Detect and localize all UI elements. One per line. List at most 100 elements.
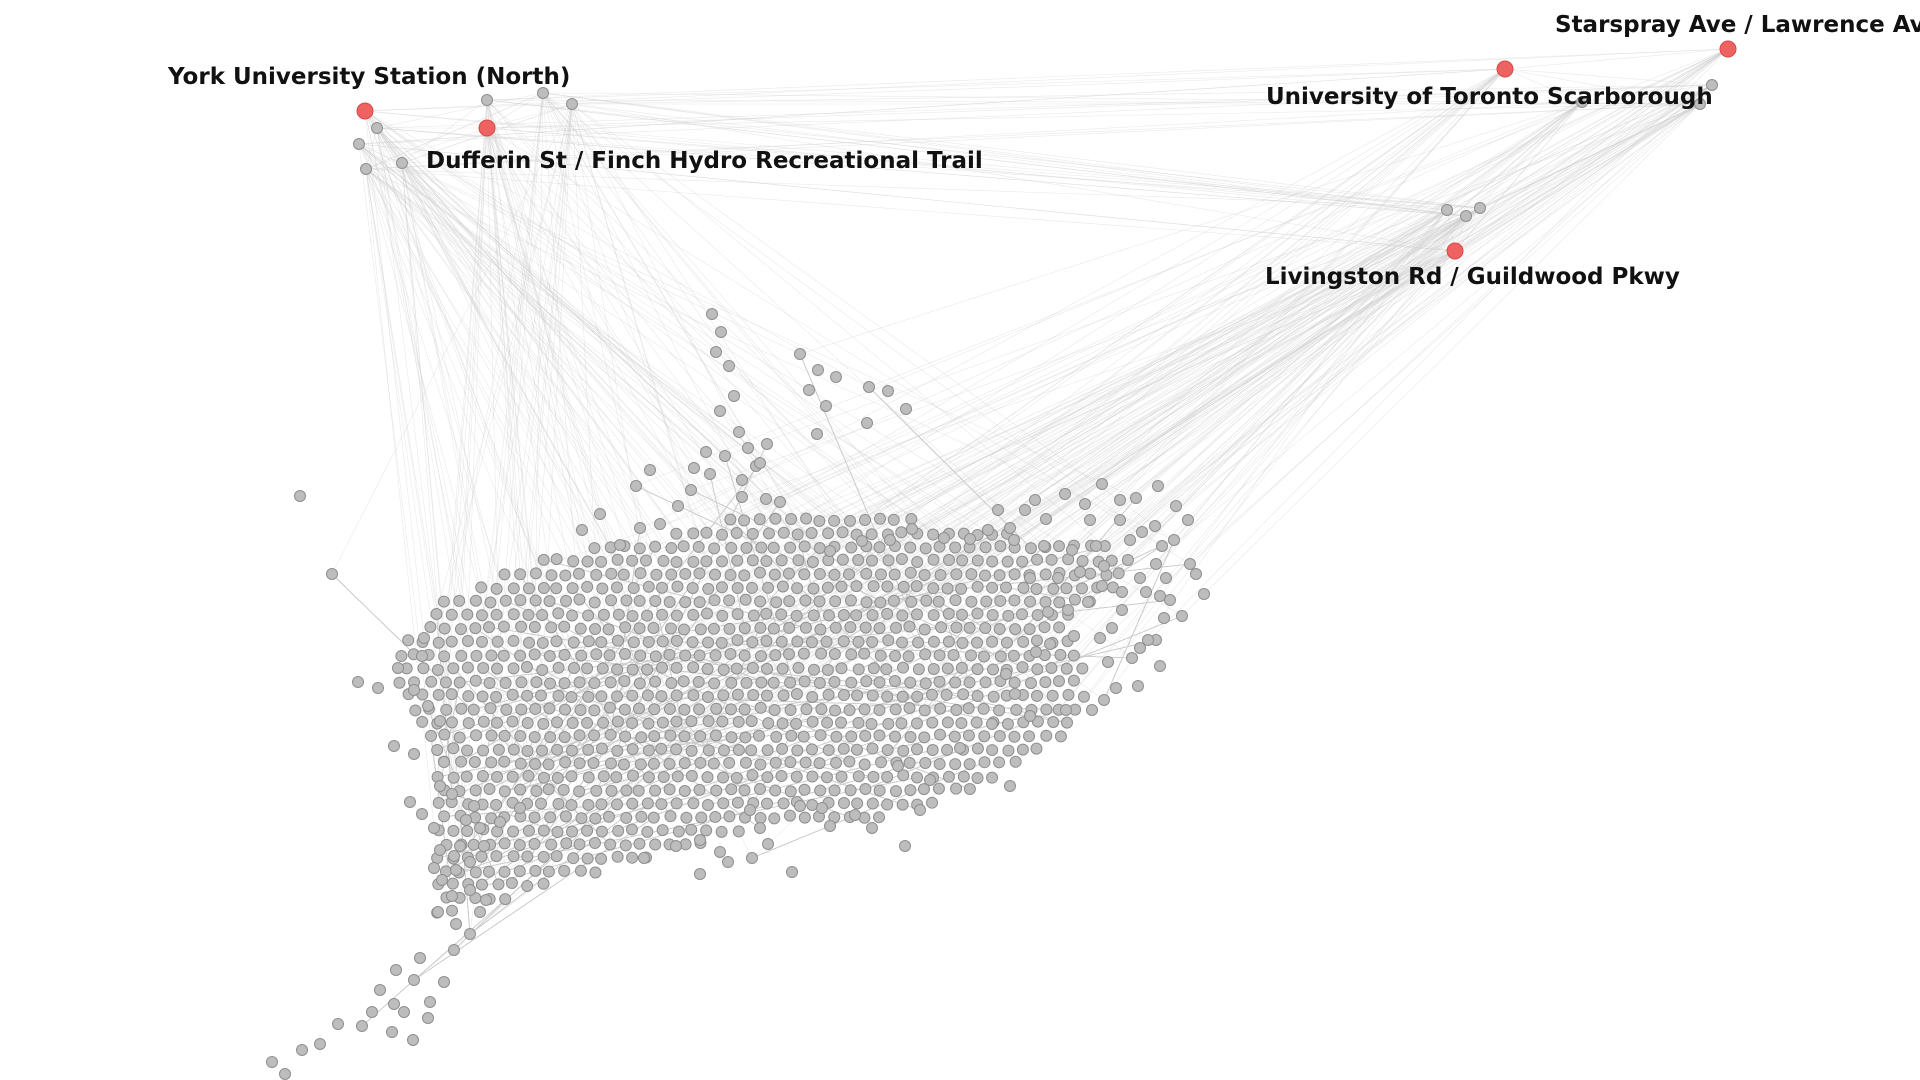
station-node[interactable] [746, 554, 759, 567]
station-node[interactable] [919, 542, 932, 555]
station-node[interactable] [702, 744, 715, 757]
station-node[interactable] [709, 810, 722, 823]
station-node[interactable] [746, 661, 759, 674]
station-node[interactable] [730, 662, 743, 675]
station-node[interactable] [670, 609, 683, 622]
station-node[interactable] [1039, 676, 1052, 689]
station-node[interactable] [723, 756, 736, 769]
station-node[interactable] [814, 729, 827, 742]
station-node[interactable] [828, 784, 841, 797]
station-node[interactable] [522, 582, 535, 595]
station-node[interactable] [866, 797, 879, 810]
station-node[interactable] [543, 595, 556, 608]
station-node[interactable] [649, 675, 662, 688]
station-node[interactable] [807, 582, 820, 595]
station-node[interactable] [899, 840, 911, 852]
station-node[interactable] [1076, 662, 1089, 675]
station-node[interactable] [543, 702, 556, 715]
station-node[interactable] [634, 522, 646, 534]
station-node[interactable] [573, 729, 586, 742]
station-node[interactable] [1094, 632, 1106, 644]
station-node[interactable] [767, 676, 780, 689]
station-node[interactable] [918, 731, 931, 744]
station-node[interactable] [567, 636, 580, 649]
station-node[interactable] [551, 825, 564, 838]
station-node[interactable] [860, 675, 873, 688]
station-node[interactable] [1030, 742, 1043, 755]
station-node[interactable] [1136, 526, 1148, 538]
station-node[interactable] [828, 675, 841, 688]
station-node[interactable] [461, 744, 474, 757]
station-node[interactable] [843, 568, 856, 581]
station-node[interactable] [574, 864, 587, 877]
station-node[interactable] [858, 758, 871, 771]
station-node[interactable] [715, 581, 728, 594]
station-node[interactable] [687, 797, 700, 810]
station-node[interactable] [371, 122, 383, 134]
station-node[interactable] [873, 541, 886, 554]
station-node[interactable] [432, 688, 445, 701]
station-node[interactable] [693, 649, 706, 662]
station-node[interactable] [965, 595, 978, 608]
station-node[interactable] [941, 743, 954, 756]
station-node[interactable] [507, 582, 520, 595]
station-node[interactable] [754, 811, 767, 824]
station-node[interactable] [545, 569, 558, 582]
station-node[interactable] [542, 865, 555, 878]
station-node[interactable] [762, 581, 775, 594]
station-node[interactable] [836, 553, 849, 566]
station-node[interactable] [498, 865, 511, 878]
station-node[interactable] [850, 609, 863, 622]
station-node[interactable] [507, 634, 520, 647]
station-node[interactable] [490, 582, 503, 595]
station-node[interactable] [852, 716, 865, 729]
station-node[interactable] [1077, 690, 1090, 703]
station-node[interactable] [469, 594, 482, 607]
station-node[interactable] [398, 1006, 410, 1018]
station-node[interactable] [866, 742, 879, 755]
station-node[interactable] [850, 743, 863, 756]
station-node[interactable] [717, 744, 730, 757]
station-node[interactable] [1074, 566, 1086, 578]
station-node[interactable] [695, 811, 708, 824]
station-node[interactable] [596, 662, 609, 675]
station-node[interactable] [852, 770, 865, 783]
station-node[interactable] [665, 542, 678, 555]
station-node[interactable] [1024, 595, 1037, 608]
station-node[interactable] [820, 635, 833, 648]
station-node[interactable] [448, 850, 460, 862]
station-node[interactable] [477, 715, 490, 728]
station-node[interactable] [633, 677, 646, 690]
station-node[interactable] [837, 635, 850, 648]
station-node[interactable] [447, 742, 460, 755]
station-node[interactable] [844, 621, 857, 634]
station-node[interactable] [469, 784, 482, 797]
station-node[interactable] [605, 594, 618, 607]
station-node[interactable] [588, 542, 601, 555]
station-node[interactable] [863, 381, 875, 393]
station-node[interactable] [725, 731, 738, 744]
station-node[interactable] [919, 756, 932, 769]
station-node[interactable] [453, 594, 466, 607]
station-node[interactable] [462, 690, 475, 703]
station-node[interactable] [790, 688, 803, 701]
station-node[interactable] [963, 621, 976, 634]
station-node[interactable] [559, 810, 572, 823]
station-node[interactable] [904, 566, 917, 579]
station-node[interactable] [685, 484, 697, 496]
station-node[interactable] [573, 676, 586, 689]
station-node[interactable] [813, 568, 826, 581]
station-node[interactable] [641, 663, 654, 676]
station-node[interactable] [963, 676, 976, 689]
station-node[interactable] [903, 620, 916, 633]
station-node[interactable] [760, 689, 773, 702]
station-node[interactable] [670, 634, 683, 647]
station-node[interactable] [933, 728, 946, 741]
station-node[interactable] [932, 782, 945, 795]
station-node[interactable] [657, 554, 670, 567]
station-node[interactable] [941, 662, 954, 675]
station-node[interactable] [957, 770, 970, 783]
station-node[interactable] [814, 623, 827, 636]
station-node[interactable] [719, 450, 731, 462]
station-node[interactable] [776, 580, 789, 593]
